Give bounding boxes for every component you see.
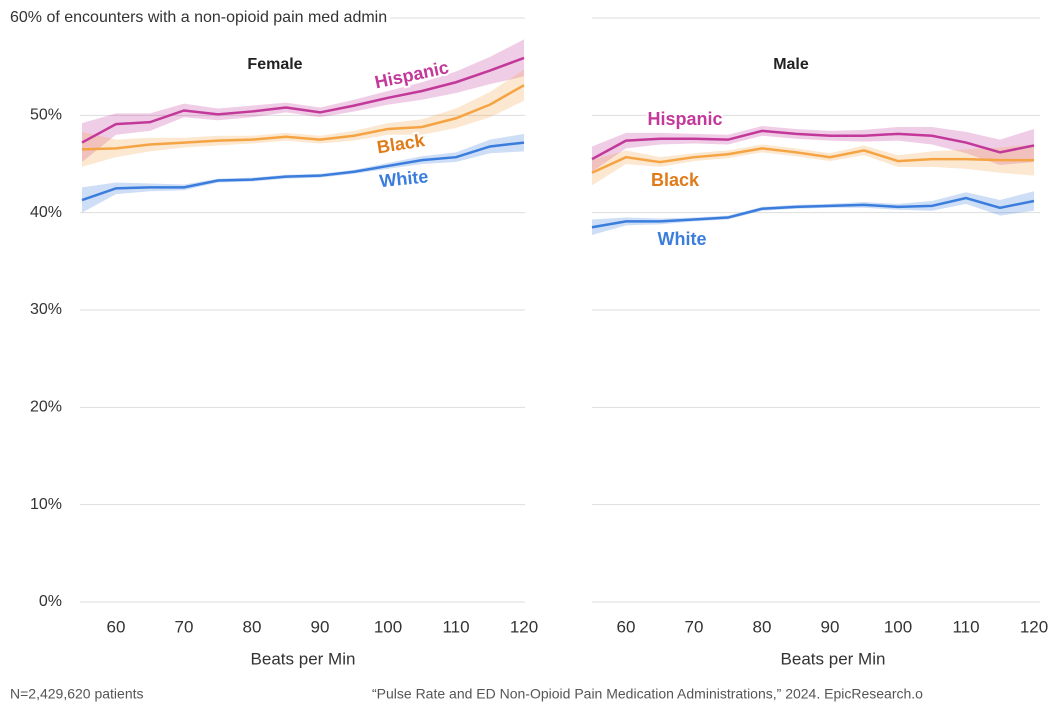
confidence-band: [592, 126, 1034, 172]
y-tick-label: 30%: [30, 301, 62, 318]
line: [81, 84, 525, 151]
confidence-band: [592, 144, 1034, 186]
line: [591, 147, 1034, 174]
line: [81, 56, 525, 144]
panel-title: Female: [247, 56, 302, 73]
footer-source: “Pulse Rate and ED Non-Opioid Pain Medic…: [372, 686, 923, 702]
x-tick-label: 60: [617, 617, 636, 636]
x-tick-label: 100: [884, 617, 912, 636]
y-tick-label: 50%: [30, 107, 62, 124]
x-axis-label: Beats per Min: [781, 649, 886, 668]
x-tick-label: 110: [952, 617, 979, 636]
x-tick-label: 110: [442, 617, 469, 636]
line: [81, 141, 525, 202]
confidence-band: [592, 191, 1034, 236]
y-tick-label: 10%: [30, 496, 62, 513]
x-tick-label: 90: [311, 617, 330, 636]
y-tick-label: 0%: [39, 593, 62, 610]
x-tick-label: 80: [243, 617, 262, 636]
series-label: White: [658, 229, 707, 249]
series-label: Black: [651, 170, 700, 190]
y-tick-label: 60% of encounters with a non-opioid pain…: [10, 9, 387, 26]
x-tick-label: 70: [175, 617, 194, 636]
footer-note: N=2,429,620 patients: [10, 686, 144, 702]
x-tick-label: 60: [107, 617, 126, 636]
x-tick-label: 70: [685, 617, 704, 636]
x-tick-label: 120: [1020, 617, 1048, 636]
series-label: Hispanic: [647, 109, 722, 129]
x-tick-label: 120: [510, 617, 538, 636]
x-tick-label: 90: [821, 617, 840, 636]
line: [591, 196, 1035, 229]
panel-title: Male: [773, 56, 809, 73]
line: [591, 129, 1035, 161]
x-tick-label: 80: [753, 617, 772, 636]
y-tick-label: 40%: [30, 204, 62, 221]
y-tick-label: 20%: [30, 399, 62, 416]
series-label: White: [378, 166, 429, 191]
x-axis-label: Beats per Min: [251, 649, 356, 668]
x-tick-label: 100: [374, 617, 402, 636]
